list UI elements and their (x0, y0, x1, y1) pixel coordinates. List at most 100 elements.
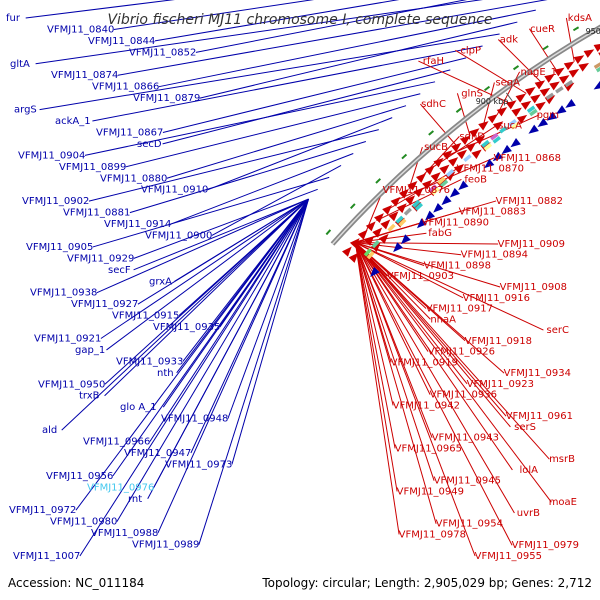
forward-gene-arrow (525, 86, 536, 96)
reverse-gene-arrow (546, 111, 558, 121)
connector-line (355, 242, 464, 299)
reverse-gene-arrow (449, 187, 460, 198)
gene-label-vfmj11-0988: VFMJ11_0988 (91, 528, 158, 539)
gene-label-seqa: seqA (495, 78, 520, 89)
reverse-gene-arrow (370, 266, 380, 277)
connector-line (354, 242, 435, 481)
connector-line (133, 188, 318, 259)
connector-line (354, 242, 398, 492)
forward-gene-arrow (578, 62, 589, 72)
gene-feature-block (508, 118, 517, 127)
summary-text: Topology: circular; Length: 2,905,029 bp… (261, 576, 592, 590)
connector-line (354, 242, 513, 471)
forward-gene-arrow (396, 203, 407, 214)
gene-cluster (373, 213, 411, 245)
connector-line (88, 129, 379, 202)
gene-cluster (593, 43, 600, 60)
gene-feature-block (414, 202, 423, 211)
forward-gene-arrow (492, 121, 504, 131)
forward-gene-arrow (568, 69, 580, 78)
connector-line (75, 198, 309, 511)
gene-cluster (382, 204, 407, 228)
gene-label-vfmj11-0909: VFMJ11_0909 (498, 239, 565, 250)
connector-line (211, 164, 342, 236)
reverse-gene-arrow (555, 105, 567, 115)
connector-line (355, 242, 507, 417)
gene-label-vfmj11-0978: VFMJ11_0978 (399, 529, 466, 540)
gene-label-nhaa: nhaA (430, 314, 456, 325)
gene-label-moae: moaE (549, 497, 577, 508)
forward-gene-arrow (433, 157, 444, 168)
connector-line (355, 242, 468, 385)
gene-label-vfmj11-0905: VFMJ11_0905 (26, 242, 93, 253)
chromosome-backbone (330, 24, 600, 246)
connector-line (482, 82, 495, 126)
gene-label-suca: sucA (498, 121, 522, 132)
gene-label-vfmj11-0903: VFMJ11_0903 (387, 271, 454, 282)
connector-line (355, 242, 511, 428)
gene-label-vfmj11-0890: VFMJ11_0890 (422, 217, 489, 228)
gene-label-secd: secD (137, 139, 162, 150)
connector-line (79, 198, 309, 557)
gene-cluster (512, 65, 558, 121)
gene-feature-block (428, 184, 438, 193)
forward-gene-arrow (365, 221, 376, 232)
gene-cluster (349, 203, 403, 253)
gene-feature-block (366, 251, 375, 260)
forward-gene-arrow (447, 157, 459, 167)
forward-gene-arrow (535, 101, 546, 111)
forward-gene-arrow (478, 121, 489, 131)
reverse-gene-arrow (501, 144, 512, 155)
gene-label-vfmj11-0948: VFMJ11_0948 (161, 414, 228, 425)
gene-label-vfmj11-0908: VFMJ11_0908 (500, 282, 567, 293)
reverse-gene-arrow (528, 124, 539, 134)
gene-label-ald: ald (42, 425, 57, 436)
connector-line (112, 198, 309, 477)
connector-line (354, 242, 437, 524)
connector-line (100, 198, 309, 339)
gene-label-uvrb: uvrB (517, 508, 540, 519)
gene-label-vfmj11-0917: VFMJ11_0917 (426, 304, 493, 315)
connector-line (92, 45, 483, 122)
gene-cluster (487, 114, 521, 148)
forward-gene-arrow (456, 149, 468, 160)
gene-cluster (515, 93, 549, 128)
connector-line (397, 157, 495, 200)
connector-line (147, 198, 309, 500)
gene-label-vfmj11-0880: VFMJ11_0880 (100, 173, 167, 184)
forward-gene-arrow (516, 114, 528, 124)
gene-label-vfmj11-0926: VFMJ11_0926 (428, 347, 495, 358)
rna-marker (401, 153, 408, 160)
gene-label-secf: secF (108, 265, 131, 276)
forward-gene-arrow (415, 173, 427, 183)
gene-label-vfmj11-0898: VFMJ11_0898 (424, 260, 491, 271)
gene-label-vfmj11-0954: VFMJ11_0954 (436, 519, 503, 530)
label-connectors (25, 0, 575, 557)
connector-line (92, 176, 330, 248)
gene-cluster (349, 238, 375, 260)
gene-label-clpp: clpP (460, 45, 481, 56)
gene-label-vfmj11-0874: VFMJ11_0874 (51, 70, 118, 81)
rna-marker (455, 107, 462, 113)
gene-cluster (563, 61, 580, 78)
connector-line (354, 242, 513, 546)
forward-gene-arrow (413, 187, 424, 198)
gene-feature-block (412, 199, 421, 208)
position-tick-label: 950 kbp (586, 27, 600, 36)
connector-line (455, 49, 527, 94)
connector-line (106, 198, 309, 351)
gene-feature-block (445, 169, 455, 177)
forward-gene-arrow (373, 213, 384, 224)
reverse-gene-arrow (433, 202, 444, 213)
forward-gene-arrow (573, 55, 585, 64)
rna-marker (325, 229, 332, 236)
connector-line (355, 242, 552, 503)
gene-label-vfmj11-0965: VFMJ11_0965 (395, 443, 462, 454)
connector-line (231, 198, 309, 465)
gene-label-vfmj11-0867: VFMJ11_0867 (96, 127, 163, 138)
gene-label-glta: gltA (10, 59, 30, 70)
gene-label-vfmj11-0921: VFMJ11_0921 (34, 334, 101, 345)
gene-cluster (398, 188, 436, 221)
gene-label-vfmj11-0949: VFMJ11_0949 (397, 486, 464, 497)
